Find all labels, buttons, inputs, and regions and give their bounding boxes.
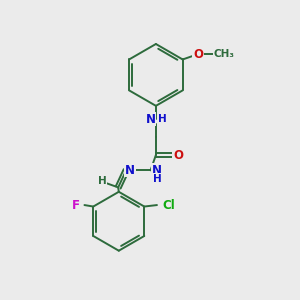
Text: Cl: Cl: [162, 199, 175, 212]
Text: H: H: [158, 114, 167, 124]
Text: N: N: [152, 164, 162, 177]
Text: O: O: [193, 48, 203, 61]
Text: CH₃: CH₃: [214, 49, 235, 59]
Text: N: N: [146, 112, 156, 126]
Text: H: H: [98, 176, 106, 186]
Text: N: N: [125, 164, 135, 177]
Text: H: H: [153, 174, 161, 184]
Text: F: F: [71, 199, 80, 212]
Text: O: O: [173, 148, 183, 161]
